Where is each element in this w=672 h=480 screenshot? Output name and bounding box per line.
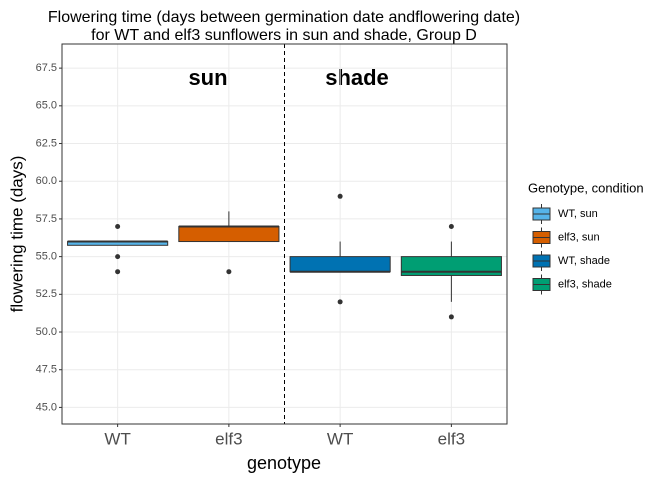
annotation: shade <box>325 65 389 90</box>
outlier <box>337 299 343 305</box>
box <box>289 256 391 273</box>
y-tick-label: 47.5 <box>36 364 57 376</box>
y-tick-label: 60.0 <box>36 175 57 187</box>
outlier <box>448 223 454 229</box>
outlier <box>115 254 121 260</box>
outlier <box>115 269 121 275</box>
chart-title: for WT and elf3 sunflowers in sun and sh… <box>91 27 477 44</box>
y-tick-label: 65.0 <box>36 100 57 112</box>
box <box>178 225 280 243</box>
y-tick-label: 62.5 <box>36 137 57 149</box>
x-tick-label: elf3 <box>438 429 465 448</box>
y-tick-label: 55.0 <box>36 251 57 263</box>
legend-label: WT, sun <box>558 208 598 220</box>
x-tick-label: elf3 <box>215 429 242 448</box>
legend-label: WT, shade <box>558 255 610 267</box>
annotation: sun <box>188 65 227 90</box>
x-axis-label: genotype <box>247 453 321 473</box>
legend-title: Genotype, condition <box>528 180 644 195</box>
y-tick-label: 67.5 <box>36 62 57 74</box>
y-axis-label: flowering time (days) <box>7 156 26 313</box>
x-tick-label: WT <box>104 429 130 448</box>
y-tick-label: 45.0 <box>36 401 57 413</box>
chart-title: Flowering time (days between germination… <box>48 9 520 26</box>
outlier <box>115 223 121 229</box>
x-tick-label: WT <box>327 429 353 448</box>
y-tick-label: 57.5 <box>36 213 57 225</box>
y-tick-label: 50.0 <box>36 326 57 338</box>
legend-label: elf3, sun <box>558 231 600 243</box>
y-tick-label: 52.5 <box>36 288 57 300</box>
outlier <box>337 193 343 199</box>
legend-label: elf3, shade <box>558 278 612 290</box>
outlier <box>448 314 454 320</box>
outlier <box>226 269 232 275</box>
panel-border <box>61 43 508 425</box>
